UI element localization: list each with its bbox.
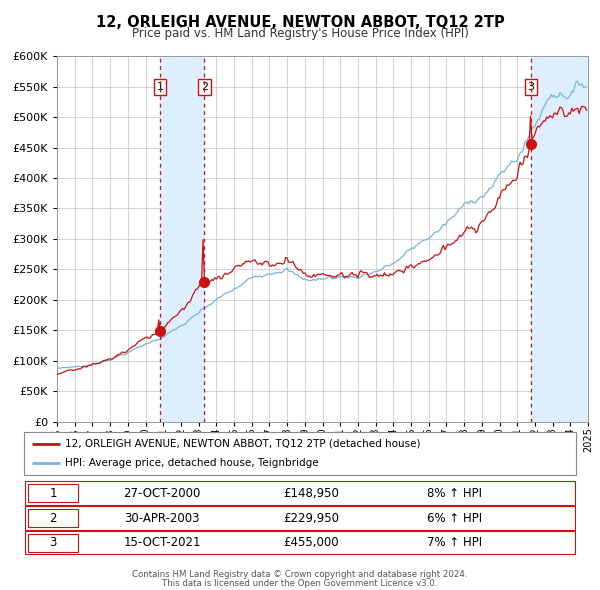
Text: HPI: Average price, detached house, Teignbridge: HPI: Average price, detached house, Teig… bbox=[65, 458, 319, 468]
Text: 27-OCT-2000: 27-OCT-2000 bbox=[124, 487, 200, 500]
Text: This data is licensed under the Open Government Licence v3.0.: This data is licensed under the Open Gov… bbox=[163, 579, 437, 588]
Bar bbox=[28, 509, 78, 527]
Bar bbox=[25, 481, 575, 505]
Bar bbox=[531, 56, 588, 422]
Text: 8% ↑ HPI: 8% ↑ HPI bbox=[427, 487, 482, 500]
Text: 2: 2 bbox=[50, 512, 57, 525]
Bar bbox=[25, 506, 575, 530]
Text: £229,950: £229,950 bbox=[283, 512, 339, 525]
Text: 6% ↑ HPI: 6% ↑ HPI bbox=[427, 512, 482, 525]
Text: 2: 2 bbox=[201, 82, 208, 92]
Bar bbox=[160, 56, 205, 422]
Text: 12, ORLEIGH AVENUE, NEWTON ABBOT, TQ12 2TP (detached house): 12, ORLEIGH AVENUE, NEWTON ABBOT, TQ12 2… bbox=[65, 439, 421, 449]
Text: 1: 1 bbox=[157, 82, 164, 92]
Text: 1: 1 bbox=[50, 487, 57, 500]
Text: Price paid vs. HM Land Registry's House Price Index (HPI): Price paid vs. HM Land Registry's House … bbox=[131, 27, 469, 40]
Text: Contains HM Land Registry data © Crown copyright and database right 2024.: Contains HM Land Registry data © Crown c… bbox=[132, 571, 468, 579]
Bar bbox=[28, 534, 78, 552]
Text: 3: 3 bbox=[527, 82, 535, 92]
Bar bbox=[25, 531, 575, 555]
Text: 12, ORLEIGH AVENUE, NEWTON ABBOT, TQ12 2TP: 12, ORLEIGH AVENUE, NEWTON ABBOT, TQ12 2… bbox=[95, 15, 505, 30]
Text: £455,000: £455,000 bbox=[283, 536, 339, 549]
Text: £148,950: £148,950 bbox=[283, 487, 339, 500]
Text: 30-APR-2003: 30-APR-2003 bbox=[124, 512, 200, 525]
Text: 15-OCT-2021: 15-OCT-2021 bbox=[123, 536, 201, 549]
Text: 3: 3 bbox=[50, 536, 57, 549]
Text: 7% ↑ HPI: 7% ↑ HPI bbox=[427, 536, 482, 549]
Bar bbox=[28, 484, 78, 502]
